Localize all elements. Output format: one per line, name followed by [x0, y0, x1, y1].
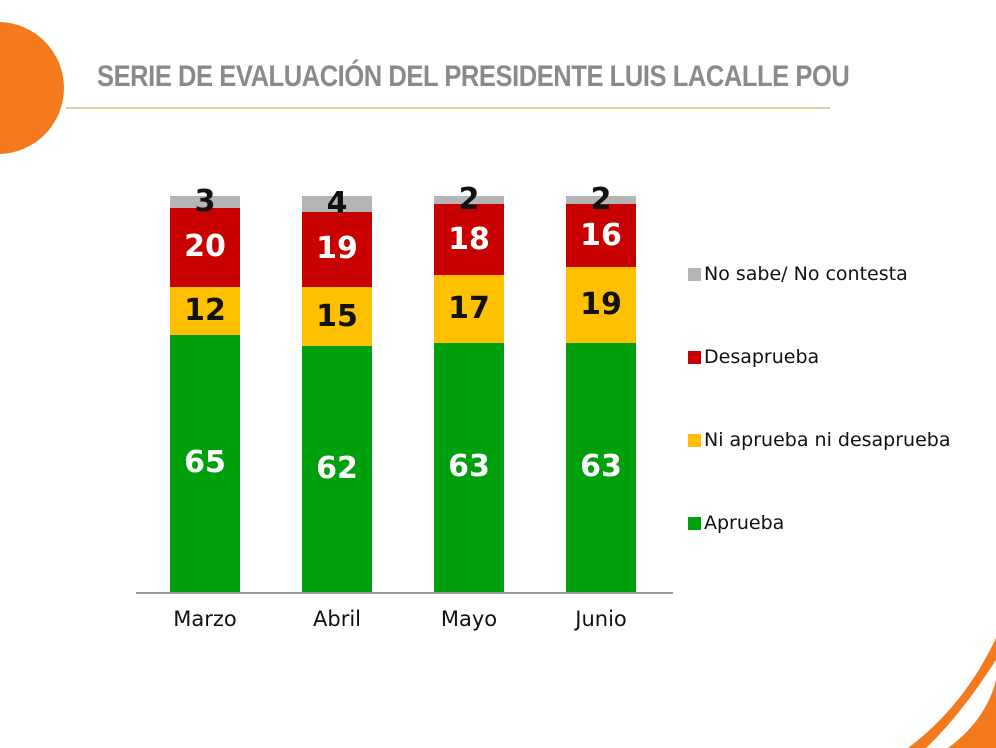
bar-segment-no-sabe-no-contesta: 3 [170, 186, 240, 216]
legend-item-desaprueba: Desaprueba [688, 345, 819, 369]
bar-segment-ni-aprueba-ni-desaprueba: 12 [170, 287, 240, 335]
bar-segment-no-sabe-no-contesta: 2 [566, 184, 636, 214]
swoosh-fill [948, 680, 996, 748]
x-axis-line [136, 592, 673, 594]
legend-swatch [688, 516, 701, 530]
legend-label: No sabe/ No contesta [704, 263, 908, 285]
title-underline [66, 107, 830, 109]
x-axis-label-junio: Junio [575, 607, 627, 631]
orange-swoosh-decoration [908, 638, 996, 748]
bar-segment-value: 19 [316, 231, 358, 267]
legend-item-no-sabe-no-contesta: No sabe/ No contesta [688, 262, 908, 286]
bar-segment-ni-aprueba-ni-desaprueba: 17 [434, 275, 504, 343]
bar-segment-desaprueba: 18 [434, 203, 504, 276]
legend-label: Ni aprueba ni desaprueba [704, 429, 951, 451]
bar-segment-value: 17 [448, 290, 490, 326]
bar-segment-value: 63 [448, 449, 490, 485]
bar-segment-aprueba: 65 [170, 334, 240, 592]
legend-label: Desaprueba [704, 346, 820, 368]
bar-segment-value: 3 [194, 183, 216, 219]
bar-segment-ni-aprueba-ni-desaprueba: 19 [566, 267, 636, 343]
orange-circle-decoration [0, 22, 64, 154]
legend-item-aprueba: Aprueba [688, 511, 784, 535]
bar-segment-value: 63 [580, 449, 622, 485]
bar-segment-aprueba: 63 [566, 342, 636, 592]
bar-segment-value: 18 [448, 221, 490, 257]
bar-segment-no-sabe-no-contesta: 2 [434, 184, 504, 214]
bar-segment-value: 20 [184, 229, 226, 265]
bar-segment-aprueba: 63 [434, 342, 504, 592]
bar-segment-value: 19 [580, 286, 622, 322]
bar-segment-value: 4 [326, 185, 348, 221]
page-title: SERIE DE EVALUACIÓN DEL PRESIDENTE LUIS … [97, 60, 850, 93]
bar-segment-no-sabe-no-contesta: 4 [302, 188, 372, 218]
bar-segment-value: 62 [316, 451, 358, 487]
bar-segment-value: 2 [590, 181, 612, 217]
legend-item-ni-aprueba-ni-desaprueba: Ni aprueba ni desaprueba [688, 428, 950, 452]
bar-segment-ni-aprueba-ni-desaprueba: 15 [302, 287, 372, 347]
legend-swatch [688, 267, 701, 281]
legend-swatch [688, 350, 701, 364]
x-axis-label-abril: Abril [313, 607, 361, 631]
bar-segment-value: 16 [580, 217, 622, 253]
bar-segment-desaprueba: 20 [170, 207, 240, 288]
legend-swatch [688, 433, 701, 447]
legend-label: Aprueba [704, 512, 785, 534]
bar-segment-value: 65 [184, 445, 226, 481]
bar-segment-value: 2 [458, 181, 480, 217]
x-axis-label-mayo: Mayo [440, 607, 498, 631]
bar-segment-value: 12 [184, 292, 226, 328]
x-axis-label-marzo: Marzo [173, 607, 237, 631]
bar-segment-desaprueba: 19 [302, 211, 372, 288]
bar-segment-desaprueba: 16 [566, 203, 636, 268]
bar-segment-value: 15 [316, 298, 358, 334]
bar-segment-aprueba: 62 [302, 346, 372, 592]
